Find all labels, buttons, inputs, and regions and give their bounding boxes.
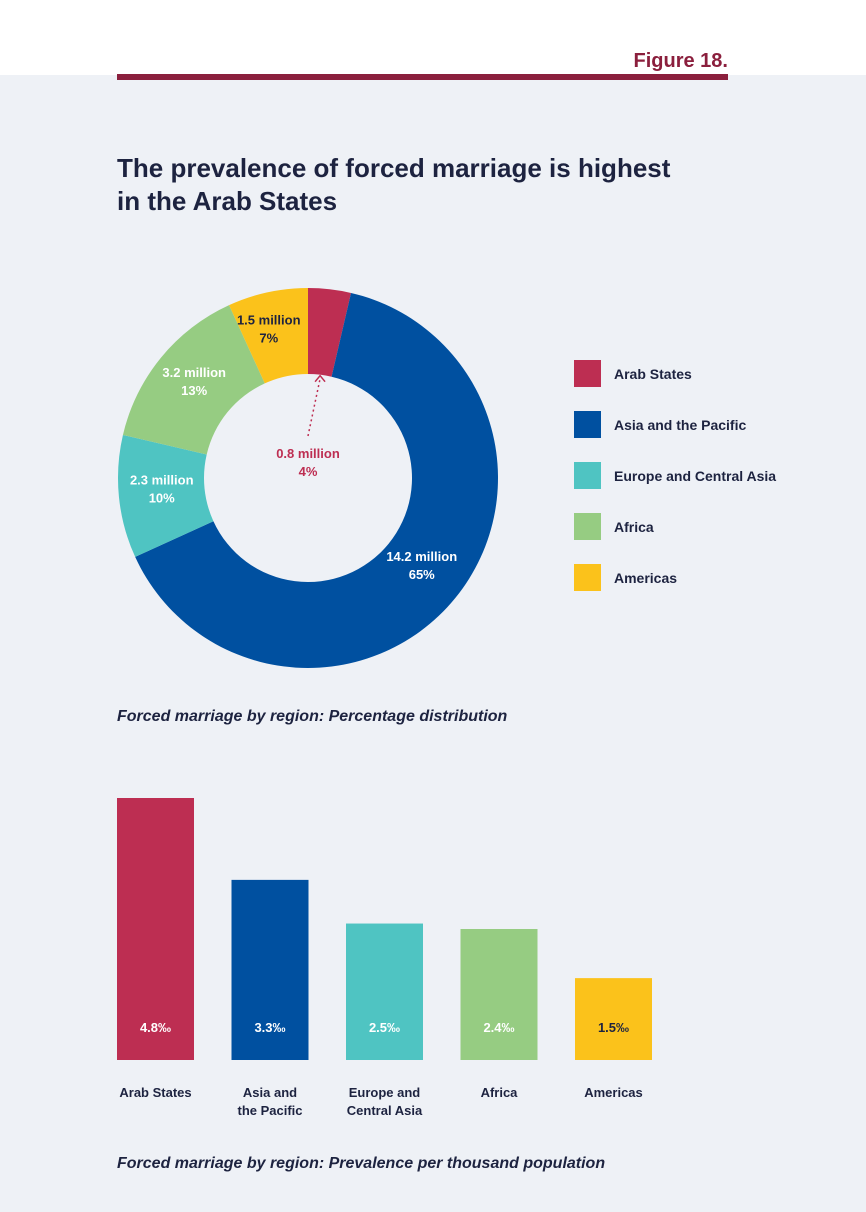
donut-percent-label-asia-and-the-pacific: 65%	[409, 567, 435, 582]
legend-swatch	[574, 513, 601, 540]
donut-percent-label-americas: 7%	[259, 330, 278, 345]
donut-percent-label-arab-states: 4%	[299, 464, 318, 479]
legend-item-americas: Americas	[574, 564, 776, 591]
legend-item-asia-and-the-pacific: Asia and the Pacific	[574, 411, 776, 438]
header-band	[0, 0, 866, 75]
bar-category-label-africa: Africa	[481, 1085, 519, 1100]
donut-percent-label-africa: 13%	[181, 383, 207, 398]
page-title: The prevalence of forced marriage is hig…	[117, 153, 671, 216]
donut-slice-africa	[122, 305, 265, 455]
bar-americas	[575, 978, 652, 1060]
donut-slice-americas	[229, 288, 308, 384]
chart-legend: Arab States Asia and the Pacific Europe an…	[574, 360, 776, 615]
bar-value-label-africa: 2.4‰	[483, 1020, 514, 1035]
bar-value-label-arab-states: 4.8‰	[140, 1020, 171, 1035]
figure-label: Figure 18.	[633, 50, 728, 72]
legend-label: Arab States	[614, 365, 692, 382]
legend-item-europe-and-central-asia: Europe and Central Asia	[574, 462, 776, 489]
arab-states-leader-line	[307, 378, 321, 437]
donut-caption: Forced marriage by region: Percentage di…	[117, 708, 508, 725]
bar-category-label-europe-and-central-asia: Europe and Central Asia	[347, 1085, 423, 1118]
bar-caption: Forced marriage by region: Prevalence pe…	[117, 1155, 606, 1172]
bar-value-label-europe-and-central-asia: 2.5‰	[369, 1020, 400, 1035]
donut-chart: 0.8 million 4% 14.2 million 65% 2.3 million 1…	[117, 288, 498, 668]
donut-value-label-asia-and-the-pacific: 14.2 million	[386, 549, 457, 564]
donut-value-label-arab-states: 0.8 million	[276, 446, 340, 461]
donut-value-label-africa: 3.2 million	[162, 365, 226, 380]
donut-slice-asia-and-the-pacific	[135, 292, 498, 668]
donut-slice-arab-states	[308, 288, 352, 377]
legend-label: Africa	[614, 518, 654, 535]
header-rule	[117, 74, 728, 80]
legend-label: Americas	[614, 569, 678, 586]
arab-states-leader-arrow	[314, 374, 326, 383]
donut-percent-label-europe-and-central-asia: 10%	[149, 491, 175, 506]
bar-value-label-asia-and-the-pacific: 3.3‰	[254, 1020, 285, 1035]
legend-swatch	[574, 462, 601, 489]
legend-item-africa: Africa	[574, 513, 776, 540]
bar-africa	[460, 929, 538, 1060]
bar-category-label-asia-and-the-pacific: Asia and the Pacific	[237, 1085, 302, 1118]
bar-value-label-americas: 1.5‰	[598, 1020, 629, 1035]
donut-value-label-europe-and-central-asia: 2.3 million	[130, 473, 194, 488]
legend-label: Asia and the Pacific	[614, 416, 747, 433]
legend-swatch	[574, 564, 601, 591]
bar-chart: 4.8‰ Arab States 3.3‰ Asia and the Pacific 2.…	[117, 798, 652, 1118]
bar-category-label-americas: Americas	[584, 1085, 643, 1100]
donut-value-label-americas: 1.5 million	[237, 312, 301, 327]
donut-slice-europe-and-central-asia	[117, 434, 214, 557]
bar-category-label-arab-states: Arab States	[119, 1085, 191, 1100]
bar-asia-and-the-pacific	[231, 879, 309, 1060]
bar-arab-states	[117, 798, 194, 1060]
legend-item-arab-states: Arab States	[574, 360, 776, 387]
bar-europe-and-central-asia	[346, 923, 423, 1060]
legend-swatch	[574, 360, 601, 387]
legend-swatch	[574, 411, 601, 438]
legend-label: Europe and Central Asia	[614, 467, 777, 484]
